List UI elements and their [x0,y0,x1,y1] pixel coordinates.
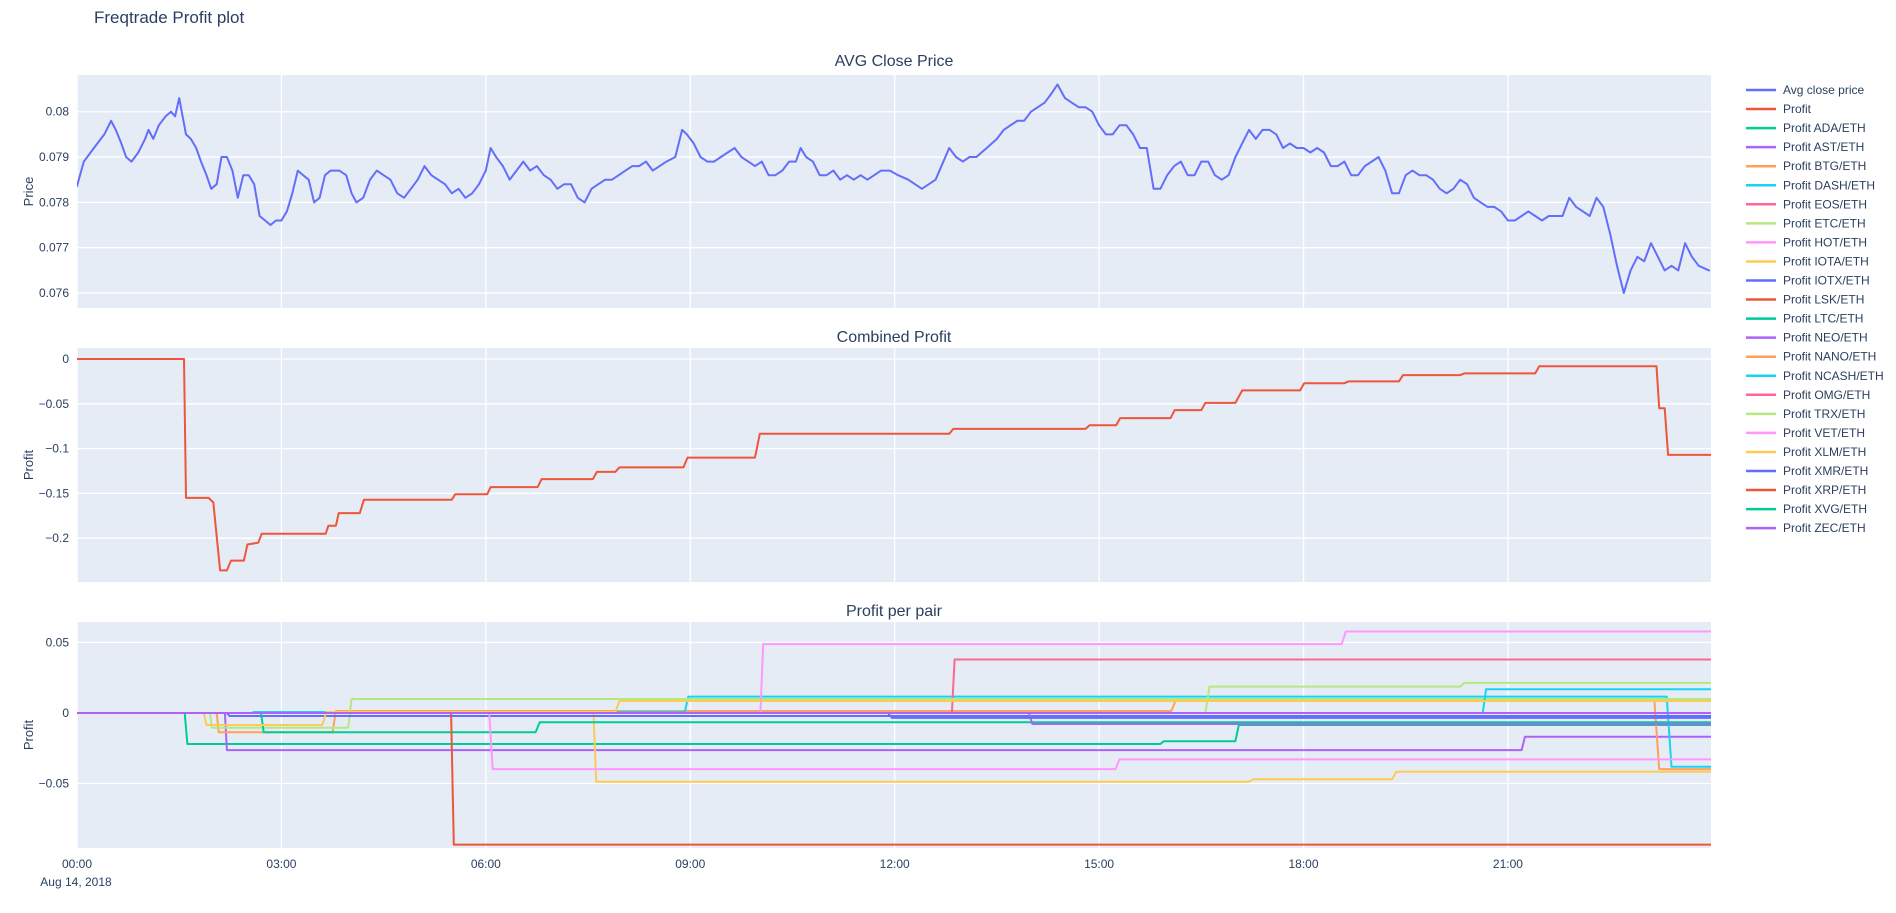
legend-label: Profit IOTX/ETH [1783,274,1870,288]
legend-item-profit-lsk-eth[interactable]: Profit LSK/ETH [1746,293,1864,307]
legend-label: Avg close price [1783,83,1864,97]
legend-label: Profit XVG/ETH [1783,502,1867,516]
subplot-profit-per-pair[interactable]: Profit per pair Profit 0.05 0 −0.05 [21,603,1711,848]
legend-label: Profit [1783,102,1812,116]
legend-label: Profit XMR/ETH [1783,464,1868,478]
legend-item-profit-ada-eth[interactable]: Profit ADA/ETH [1746,121,1866,135]
legend-item-profit-ncash-eth[interactable]: Profit NCASH/ETH [1746,369,1884,383]
legend-item-profit-xmr-eth[interactable]: Profit XMR/ETH [1746,464,1868,478]
y-tick-label: 0.08 [46,105,70,119]
legend-item-profit-omg-eth[interactable]: Profit OMG/ETH [1746,388,1870,402]
legend-label: Profit IOTA/ETH [1783,254,1869,268]
legend-item-profit-neo-eth[interactable]: Profit NEO/ETH [1746,331,1868,345]
subplot-avg-close-price[interactable]: AVG Close Price Price 0.08 0.079 0.078 0.077 0… [21,53,1711,308]
y-tick-label: 0.078 [39,195,69,209]
legend-label: Profit TRX/ETH [1783,407,1865,421]
y-axis-title-price-0: Price [21,177,36,207]
legend-label: Profit NEO/ETH [1783,331,1868,345]
legend-label: Profit NANO/ETH [1783,350,1876,364]
plot-area[interactable] [77,622,1711,848]
y-tick-label: −0.1 [45,442,69,456]
y-tick-label: 0.079 [39,150,69,164]
y-tick-label: 0.077 [39,241,69,255]
legend-item-profit-vet-eth[interactable]: Profit VET/ETH [1746,426,1865,440]
legend-label: Profit BTG/ETH [1783,159,1866,173]
series-line-profit-btg-eth[interactable] [77,700,1711,771]
legend-item-profit-nano-eth[interactable]: Profit NANO/ETH [1746,350,1876,364]
legend-label: Profit LTC/ETH [1783,312,1863,326]
x-tick-label: 00:00 [62,857,92,871]
legend-label: Profit DASH/ETH [1783,178,1875,192]
legend-item-profit-xlm-eth[interactable]: Profit XLM/ETH [1746,445,1866,459]
x-tick-label: 06:00 [471,857,501,871]
legend-label: Profit EOS/ETH [1783,197,1867,211]
legend-label: Profit LSK/ETH [1783,293,1864,307]
legend-item-profit-dash-eth[interactable]: Profit DASH/ETH [1746,178,1875,192]
page-title: Freqtrade Profit plot [94,8,245,27]
subplot-combined-profit[interactable]: Combined Profit Profit 0 −0.05 −0.1 −0.15 −0.2 [21,329,1711,582]
legend-item-profit-hot-eth[interactable]: Profit HOT/ETH [1746,235,1867,249]
legend-item-profit-eos-eth[interactable]: Profit EOS/ETH [1746,197,1867,211]
series-line-profit[interactable] [77,358,1711,572]
legend-label: Profit NCASH/ETH [1783,369,1884,383]
legend-item-profit-iota-eth[interactable]: Profit IOTA/ETH [1746,254,1869,268]
x-axis-date-label: Aug 14, 2018 [40,875,112,889]
legend-item-profit-btg-eth[interactable]: Profit BTG/ETH [1746,159,1866,173]
legend-item-profit-etc-eth[interactable]: Profit ETC/ETH [1746,216,1866,230]
series-line-avg-close-price[interactable] [77,83,1710,294]
legend-label: Profit XLM/ETH [1783,445,1866,459]
legend-item-profit-iotx-eth[interactable]: Profit IOTX/ETH [1746,274,1870,288]
y-tick-label: −0.15 [39,486,70,500]
y-tick-label: 0 [62,352,69,366]
legend-label: Profit ETC/ETH [1783,216,1866,230]
series-line-profit-xlm-eth[interactable] [77,700,1711,726]
legend-label: Profit VET/ETH [1783,426,1865,440]
legend-item-profit-ltc-eth[interactable]: Profit LTC/ETH [1746,312,1863,326]
legend-label: Profit XRP/ETH [1783,483,1866,497]
legend-label: Profit ZEC/ETH [1783,521,1866,535]
series-line-profit-iota-eth[interactable] [77,712,1711,783]
legend-item-profit-trx-eth[interactable]: Profit TRX/ETH [1746,407,1865,421]
y-axis-title-profit-2: Profit [21,719,36,750]
subplot-title-avg-close-price: AVG Close Price [835,53,954,70]
y-tick-label: 0 [62,706,69,720]
y-tick-label: −0.05 [39,777,70,791]
plot-area[interactable] [77,348,1711,582]
legend-label: Profit AST/ETH [1783,140,1864,154]
legend-label: Profit OMG/ETH [1783,388,1870,402]
x-tick-label: 09:00 [675,857,705,871]
legend-item-profit[interactable]: Profit [1746,102,1812,116]
subplot-title-combined-profit: Combined Profit [837,329,952,346]
subplot-title-profit-per-pair: Profit per pair [846,603,943,620]
legend-item-profit-ast-eth[interactable]: Profit AST/ETH [1746,140,1864,154]
legend-label: Profit HOT/ETH [1783,235,1867,249]
x-tick-label: 18:00 [1289,857,1319,871]
plot-area[interactable] [77,75,1711,308]
legend-item-avg-close-price[interactable]: Avg close price [1746,83,1864,97]
y-tick-label: 0.076 [39,286,69,300]
legend-item-profit-xrp-eth[interactable]: Profit XRP/ETH [1746,483,1866,497]
x-tick-label: 15:00 [1084,857,1114,871]
y-tick-label: 0.05 [46,635,70,649]
series-line-profit-ada-eth[interactable] [77,712,1711,745]
legend-item-profit-zec-eth[interactable]: Profit ZEC/ETH [1746,521,1866,535]
x-tick-label: 12:00 [880,857,910,871]
x-tick-label: 21:00 [1493,857,1523,871]
y-tick-label: −0.2 [45,531,69,545]
x-tick-label: 03:00 [266,857,296,871]
legend-item-profit-xvg-eth[interactable]: Profit XVG/ETH [1746,502,1867,516]
y-tick-label: −0.05 [39,397,70,411]
y-axis-title-profit-1: Profit [21,449,36,480]
legend-label: Profit ADA/ETH [1783,121,1866,135]
